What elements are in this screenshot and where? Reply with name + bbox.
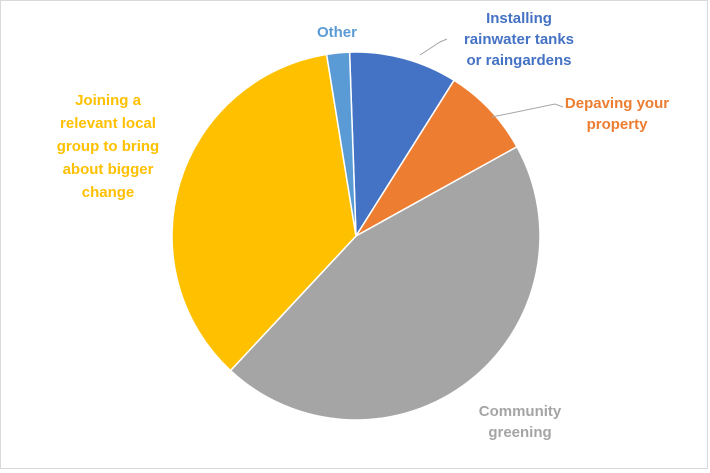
slice-label-joining-a-relevant-local-group-to-bring-about-bigger-change: Joining a relevant local group to bring abo… (57, 92, 159, 201)
slice-label-line: relevant local (60, 115, 156, 132)
slice-label-depaving-your-property: Depaving your property (565, 95, 669, 133)
slice-label-line: property (587, 116, 649, 133)
slice-label-line: rainwater tanks (464, 31, 574, 48)
slice-labels: Installing rainwater tanks or raingardens D… (57, 10, 669, 441)
slice-label-line: about bigger (63, 161, 154, 178)
slice-label-line: Depaving your (565, 95, 669, 112)
pie-slices (171, 51, 541, 421)
slice-label-line: change (82, 184, 135, 201)
pie-slice-other (325, 51, 357, 237)
leader-line (491, 103, 564, 118)
slice-label-line: Other (317, 24, 357, 41)
slice-label-line: greening (488, 424, 551, 441)
pie-slice-joining-a-relevant-local-group-to-bring-about-bigger-change (171, 53, 357, 372)
slice-label-line: or raingardens (466, 52, 571, 69)
pie-slice-community-greening (229, 145, 541, 421)
slice-label-line: Joining a (75, 92, 141, 109)
leader-lines (419, 38, 564, 118)
slice-label-installing-rainwater-tanks-or-raingardens: Installing rainwater tanks or raingardens (464, 10, 574, 69)
leader-line (419, 38, 448, 56)
slice-label-other: Other (317, 24, 357, 41)
slice-label-line: group to bring (57, 138, 159, 155)
slice-label-line: Installing (486, 10, 552, 27)
pie-slice-installing-rainwater-tanks-or-raingardens (348, 51, 456, 239)
slice-label-line: Community (479, 403, 562, 420)
pie-slice-depaving-your-property (355, 79, 518, 237)
slice-label-community-greening: Community greening (479, 403, 562, 441)
